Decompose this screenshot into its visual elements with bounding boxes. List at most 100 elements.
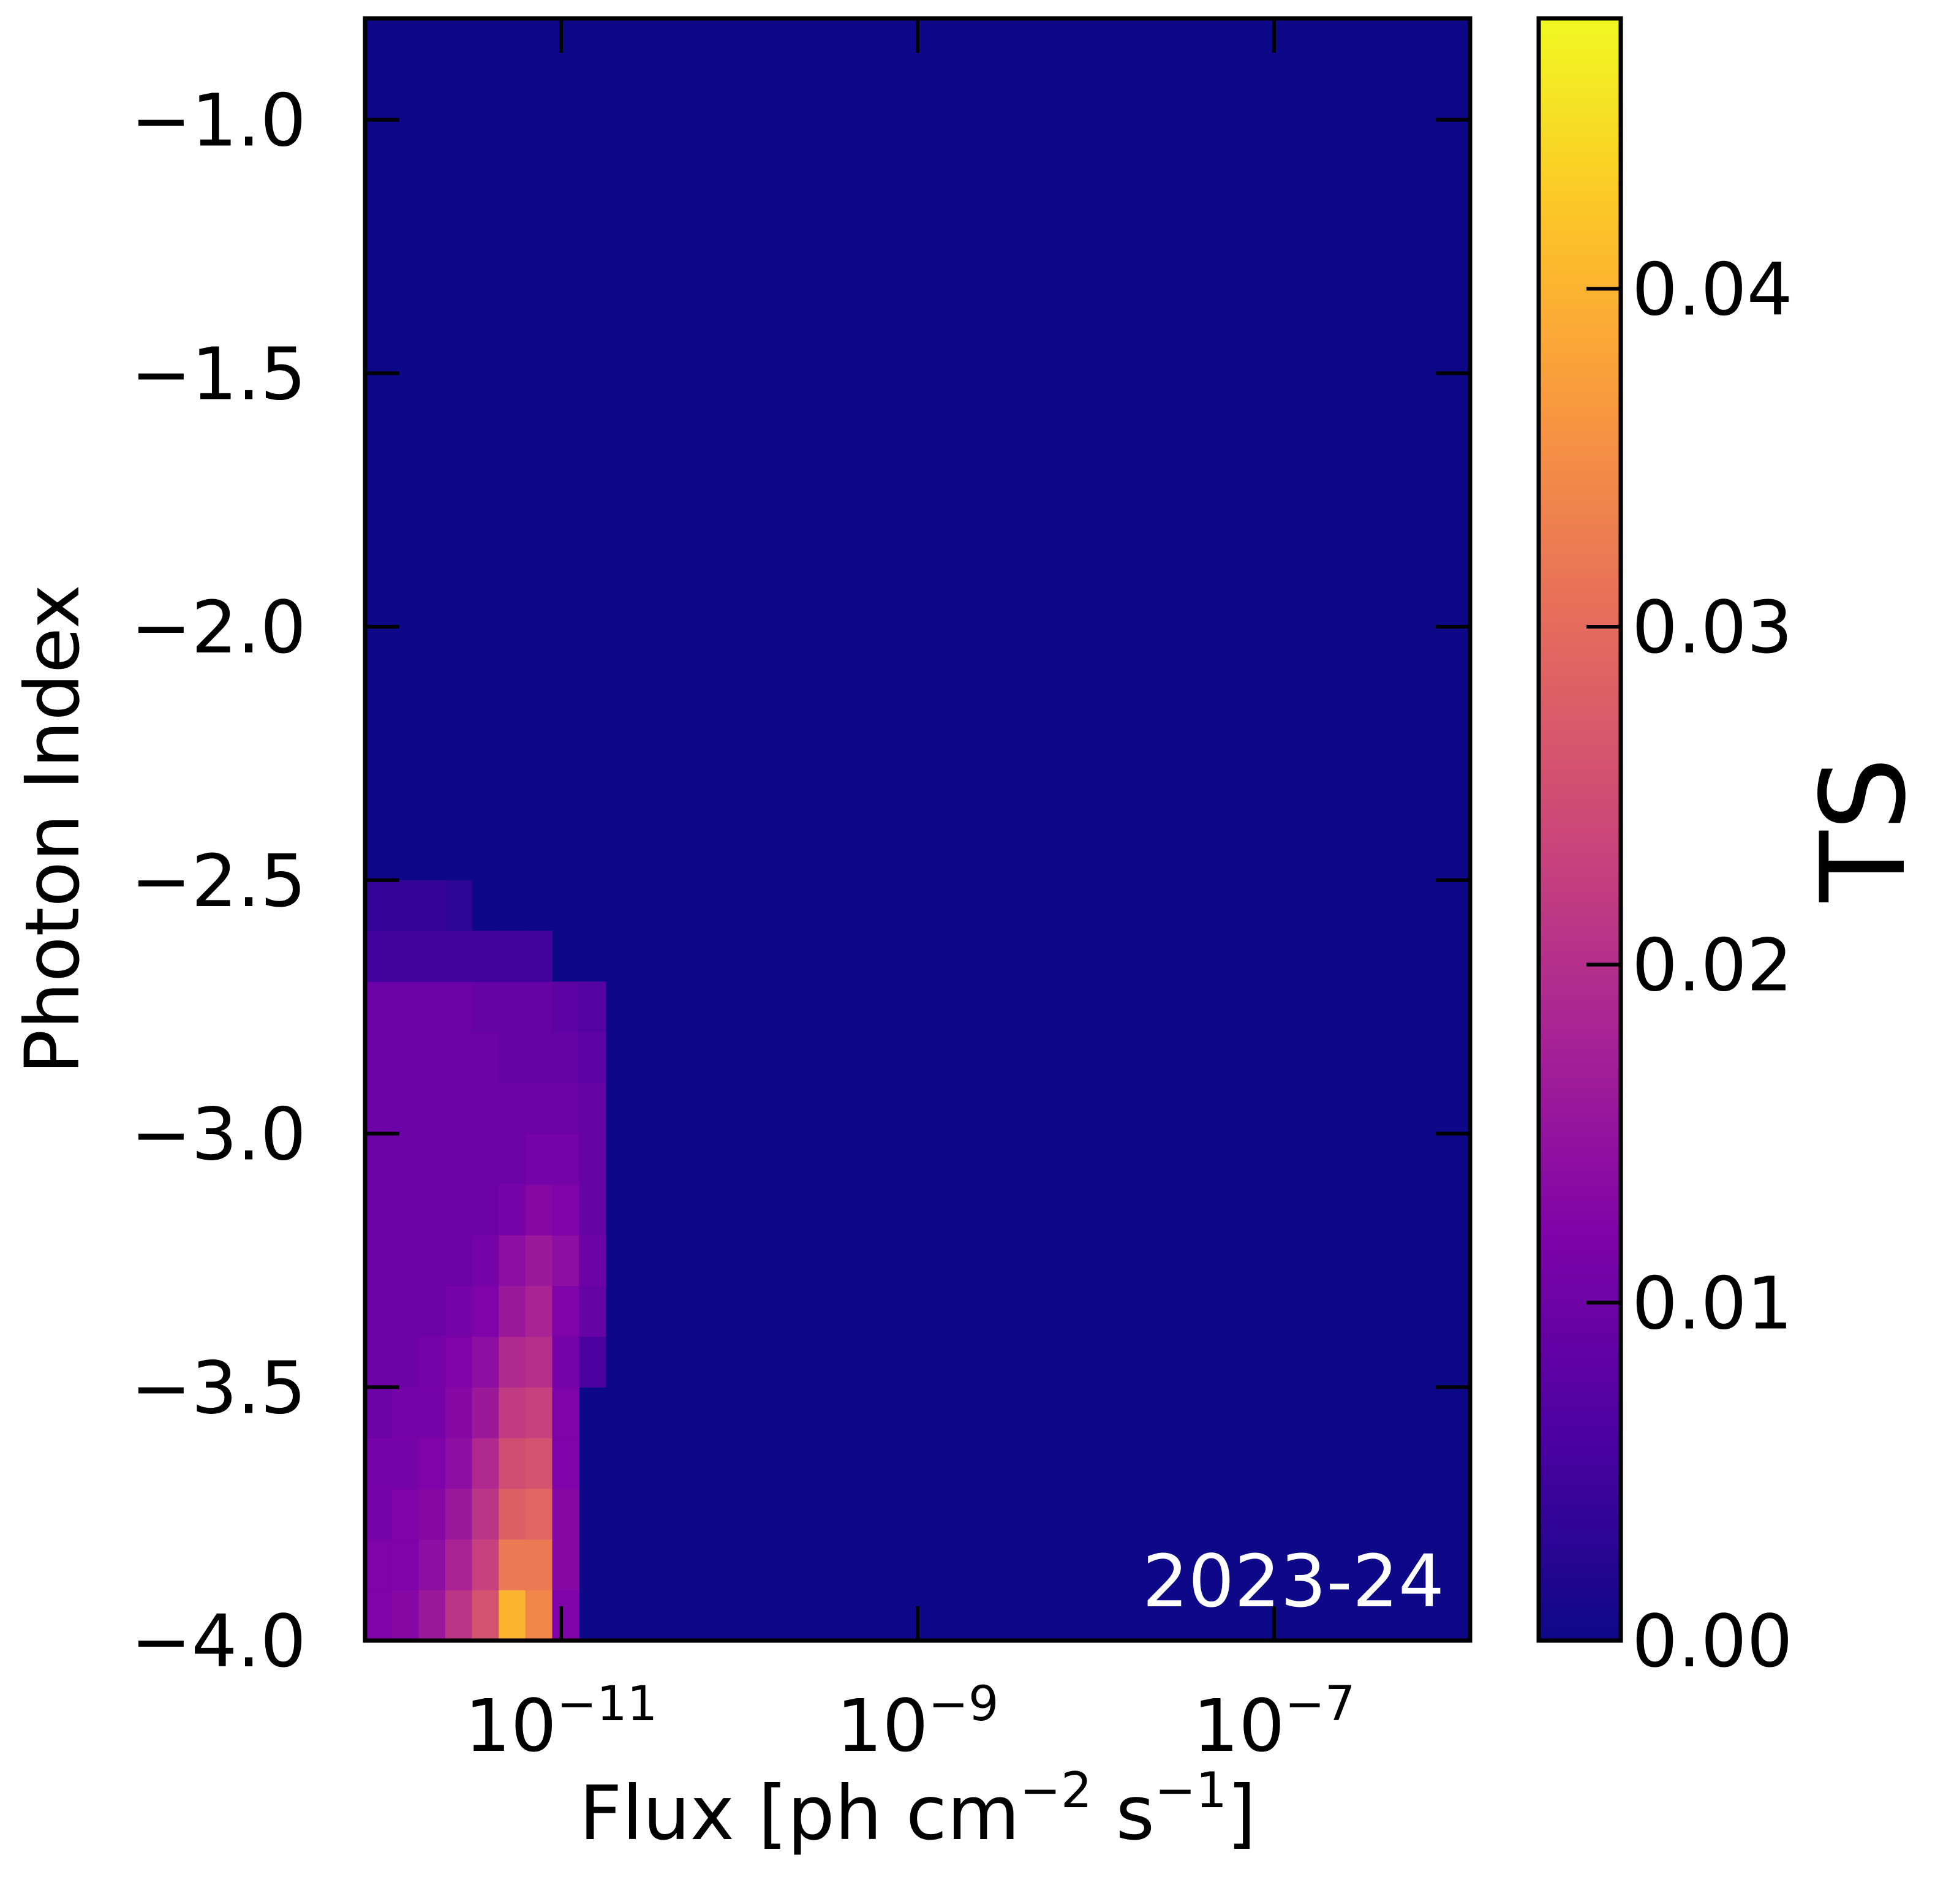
heatmap-cell: [552, 1590, 579, 1641]
heatmap-cell: [579, 1285, 606, 1337]
x-tick-label: 10−7: [1193, 1677, 1355, 1768]
heatmap-cell: [445, 1488, 473, 1540]
heatmap-cell: [472, 981, 499, 1033]
y-tick-labels: −1.0 −1.5 −2.0 −2.5 −3.0 −3.5 −4.0: [130, 78, 306, 1684]
x-tick-label: 10−9: [836, 1677, 998, 1768]
heatmap-cell: [499, 1032, 526, 1084]
heatmap-cell: [499, 981, 526, 1033]
colorbar: 0.00 0.01 0.02 0.03 0.04 TS: [1536, 16, 1931, 1683]
heatmap-cell: [418, 1285, 446, 1337]
colorbar-tick-label: 0.02: [1632, 923, 1793, 1008]
heatmap-cell: [391, 1082, 419, 1135]
colorbar-tick-labels: 0.00 0.01 0.02 0.03 0.04: [1632, 247, 1793, 1683]
x-tick-labels: 10−11 10−9 10−7: [465, 1677, 1356, 1768]
plot-area: [365, 18, 1470, 1641]
heatmap-cell: [445, 1387, 473, 1438]
heatmap-cell: [552, 1082, 579, 1135]
x-axis-label-sup1: −2: [1020, 1762, 1092, 1819]
colorbar-tick-label: 0.03: [1632, 585, 1793, 670]
heatmap-cell: [391, 1184, 419, 1236]
heatmap-cell: [472, 1184, 499, 1236]
heatmap-cell: [365, 1438, 393, 1489]
heatmap-cell: [525, 1285, 553, 1337]
heatmap-cell: [472, 1539, 499, 1590]
heatmap-cell: [365, 931, 393, 982]
period-annotation: 2023-24: [1142, 1539, 1444, 1623]
x-tick-exponent: −7: [1285, 1677, 1356, 1732]
heatmap-cell: [445, 1082, 473, 1135]
x-tick-base: 10: [836, 1683, 928, 1768]
heatmap-cell: [391, 1336, 419, 1388]
heatmap-cell: [472, 1032, 499, 1084]
heatmap-cell: [365, 1285, 393, 1337]
heatmap-cell: [472, 1082, 499, 1135]
heatmap-cell: [552, 981, 579, 1033]
heatmap-cell: [579, 1082, 606, 1135]
heatmap-cell: [445, 1539, 473, 1590]
heatmap-cell: [552, 1285, 579, 1337]
heatmap-cells: [365, 880, 606, 1641]
heatmap-cell: [525, 1133, 553, 1185]
heatmap-cell: [472, 1235, 499, 1286]
heatmap-cell: [418, 880, 446, 932]
heatmap-cell: [418, 931, 446, 982]
heatmap-cell: [552, 1336, 579, 1388]
plot-ticks: [365, 18, 1470, 1642]
heatmap-cell: [472, 1438, 499, 1489]
heatmap-cell: [552, 1539, 579, 1590]
heatmap-cell: [525, 1590, 553, 1641]
heatmap-cell: [445, 981, 473, 1033]
heatmap-cell: [552, 1387, 579, 1438]
y-tick-label: −3.0: [130, 1092, 306, 1177]
heatmap-cell: [365, 1488, 393, 1540]
heatmap-cell: [472, 1133, 499, 1185]
heatmap-cell: [418, 1387, 446, 1438]
heatmap-cell: [391, 981, 419, 1033]
y-tick-label: −4.0: [130, 1599, 306, 1683]
x-axis-label-mid: s: [1092, 1770, 1155, 1857]
x-axis-label: Flux [ph cm−2 s−1]: [579, 1762, 1256, 1857]
heatmap-cell: [579, 1133, 606, 1185]
heatmap-cell: [499, 1184, 526, 1236]
heatmap-cell: [525, 981, 553, 1033]
heatmap-cell: [525, 1235, 553, 1286]
heatmap-cell: [499, 1082, 526, 1135]
heatmap-cell: [552, 1235, 579, 1286]
colorbar-frame: [1536, 16, 1623, 1643]
heatmap-cell: [525, 1032, 553, 1084]
heatmap-cell: [525, 1082, 553, 1135]
heatmap-cell: [525, 1539, 553, 1590]
heatmap-cell: [579, 1336, 606, 1388]
heatmap-cell: [525, 1488, 553, 1540]
heatmap-cell: [445, 931, 473, 982]
heatmap-cell: [418, 1539, 446, 1590]
heatmap-cell: [391, 1539, 419, 1590]
heatmap-cell: [445, 1590, 473, 1641]
heatmap-cell: [499, 1336, 526, 1388]
heatmap-cell: [365, 981, 393, 1033]
heatmap-cell: [418, 1133, 446, 1185]
heatmap-cell: [365, 1133, 393, 1185]
heatmap-cell: [525, 1438, 553, 1489]
heatmap-cell: [472, 931, 499, 982]
heatmap-cell: [552, 1032, 579, 1084]
heatmap-cell: [391, 1285, 419, 1337]
heatmap-cell: [418, 1438, 446, 1489]
heatmap-cell: [391, 1235, 419, 1286]
heatmap-cell: [418, 1082, 446, 1135]
heatmap-cell: [499, 1539, 526, 1590]
heatmap-cell: [472, 1590, 499, 1641]
heatmap-cell: [365, 1184, 393, 1236]
colorbar-tick-label: 0.04: [1632, 247, 1793, 331]
colorbar-gradient: [1539, 18, 1621, 1641]
colorbar-tick-label: 0.01: [1632, 1261, 1793, 1345]
heatmap-cell: [391, 1133, 419, 1185]
heatmap-cell: [525, 931, 553, 982]
heatmap-cell: [418, 1590, 446, 1641]
heatmap-cell: [418, 981, 446, 1033]
heatmap-cell: [391, 1488, 419, 1540]
heatmap-cell: [472, 1336, 499, 1388]
x-tick-exponent: −9: [929, 1677, 999, 1732]
x-tick-base: 10: [465, 1683, 557, 1768]
